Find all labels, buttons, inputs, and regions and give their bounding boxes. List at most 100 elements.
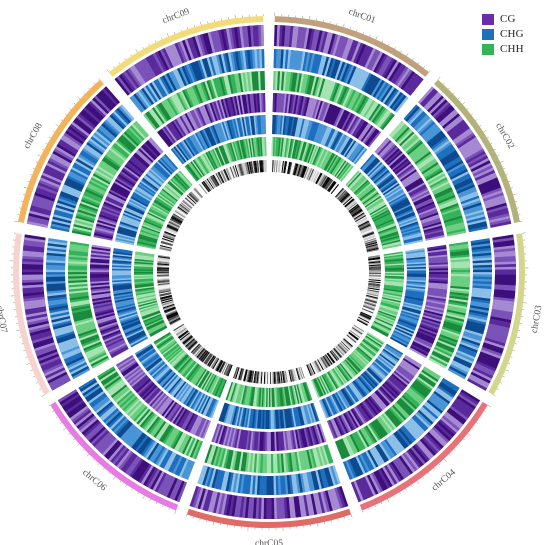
tick-mark [462,101,466,105]
track-chh-chrC01 [273,71,395,131]
tick-mark [49,136,51,139]
chromosome-chrC06: chrC06 [48,323,233,514]
tick-mark [483,410,486,413]
track-cg-chrC08 [26,86,120,228]
tick-mark [69,108,72,110]
track-chh-chrC09 [143,71,266,130]
chromosome-chrC05: chrC05 [186,366,353,545]
tick-mark [119,480,122,483]
tick-mark [493,148,496,151]
tick-mark [522,232,526,234]
track-chg-chrC08 [50,104,135,233]
tick-mark [14,220,19,223]
tick-mark [433,467,436,470]
tick-mark [448,453,451,456]
tick-mark [149,498,151,501]
density-chrC03 [356,255,382,326]
tick-mark [356,29,358,32]
tick-mark [22,194,25,196]
tick-mark [344,516,346,519]
tick-mark [98,78,101,80]
tick-mark [394,46,396,49]
tick-mark [92,458,95,461]
track-chg-chrC05 [218,402,320,430]
tick-mark [193,25,195,28]
tick-mark [497,155,500,157]
tick-mark [417,62,420,64]
tick-mark [508,180,511,182]
tick-mark [118,62,121,64]
tick-mark [471,113,474,116]
tick-mark [131,488,133,491]
ideogram-chrC07 [13,233,50,395]
tick-mark [514,343,517,345]
legend-item-cg: CG [482,12,546,26]
track-cg-chrC01 [272,93,382,148]
track-cg-chrC03 [409,244,449,359]
tick-mark [162,505,164,508]
tick-mark [458,443,461,446]
tick-mark [60,119,63,121]
tick-mark [416,480,420,484]
track-chh-chrC06 [97,366,203,460]
tick-mark [212,521,214,526]
tick-mark [35,161,38,163]
track-chg-chrC04 [342,377,460,480]
tick-mark [82,448,85,451]
tick-mark [86,453,90,457]
tick-mark [350,514,353,518]
tick-mark [496,388,499,390]
tick-mark [343,23,345,28]
track-cg-chrC07 [21,234,71,391]
tick-mark [23,349,26,352]
legend-label-chg: CHG [500,28,524,40]
density-chrC06 [173,323,233,377]
tick-mark [467,433,471,436]
tick-mark [499,382,502,384]
track-chh-chrC06 [153,332,227,398]
tick-mark [508,363,511,365]
track-chh-chrC04 [311,332,385,398]
tick-mark [487,136,489,139]
track-chh-chrC09 [184,137,267,182]
track-chh-chrC05 [204,444,334,474]
tick-mark [187,27,189,30]
chromosome-label: chrC07 [0,305,8,335]
tick-mark [106,69,110,73]
tick-mark [56,416,58,419]
track-cg-chrC08 [93,137,164,241]
ideogram-chrC05 [186,508,352,529]
tick-mark [515,200,518,202]
tick-mark [124,58,126,60]
tick-mark [77,443,80,446]
tick-mark [68,433,71,435]
tick-mark [502,375,505,378]
tick-mark [463,438,465,441]
tick-mark [166,33,169,37]
track-chg-chrC09 [129,49,265,113]
tick-mark [406,52,409,57]
tick-mark [30,369,33,371]
track-chh-chrC08 [136,170,193,250]
tick-mark [23,186,28,189]
track-chg-chrC03 [389,248,426,348]
track-chh-chrC03 [370,251,405,337]
tick-mark [200,21,202,26]
tick-mark [400,50,402,53]
tick-mark [154,40,157,43]
tick-mark [388,43,390,46]
chromosome-label: chrC05 [255,539,283,545]
track-chh-chrC02 [389,121,467,237]
track-chg-chrC09 [170,115,266,165]
tick-mark [55,124,59,127]
tick-mark [60,422,62,424]
track-cg-chrC01 [274,25,424,96]
track-chg-chrC07 [111,248,148,348]
tick-mark [39,388,42,390]
tick-mark [438,463,441,466]
density-chrC05 [233,366,305,385]
density-chrC02 [335,187,379,253]
tick-mark [192,516,194,519]
tick-mark [113,66,115,69]
